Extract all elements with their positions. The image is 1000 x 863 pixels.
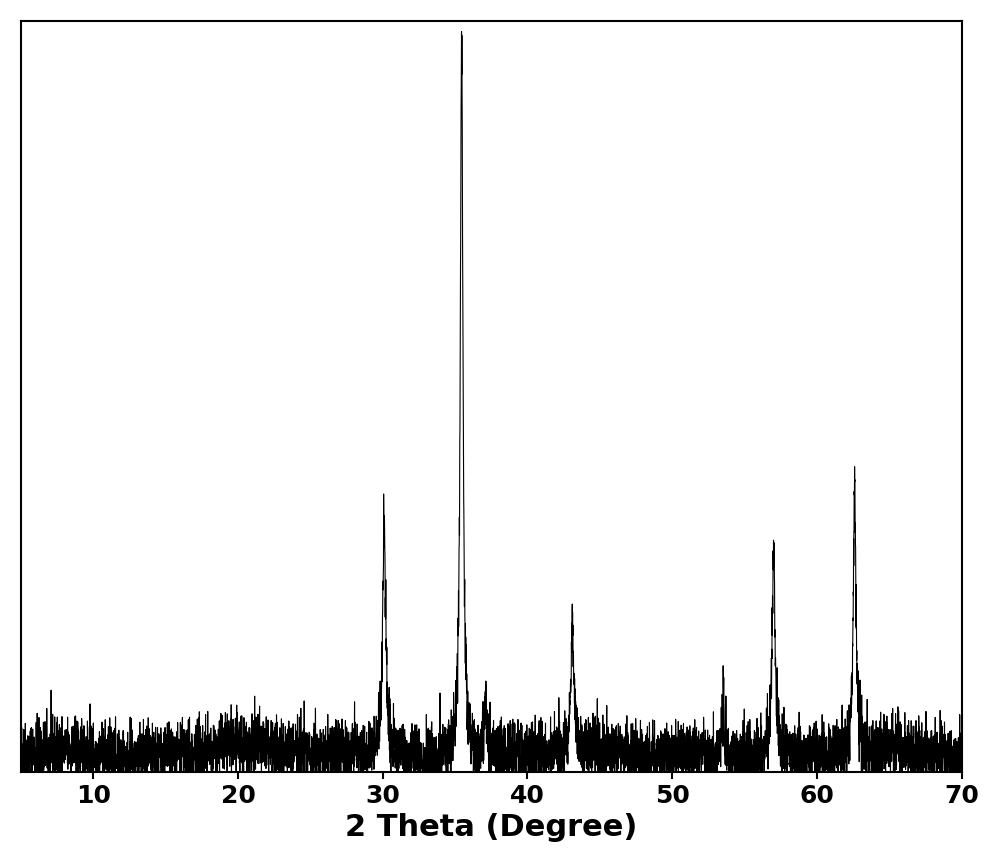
X-axis label: 2 Theta (Degree): 2 Theta (Degree) [345, 813, 637, 842]
